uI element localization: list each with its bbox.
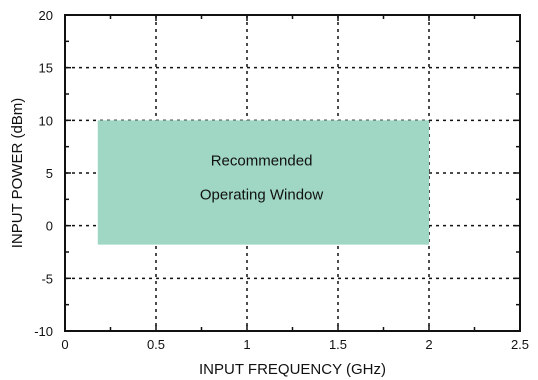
- region-label-line-1: Recommended: [211, 153, 313, 170]
- grid: [65, 15, 520, 331]
- x-tick-label: 2: [425, 337, 432, 352]
- x-tick-label: 1: [243, 337, 250, 352]
- x-tick-label: 1.5: [329, 337, 347, 352]
- y-tick-labels: -10 -5 0 5 10 15 20: [34, 8, 53, 339]
- y-tick-label: -10: [34, 324, 53, 339]
- operating-window-region: [97, 120, 429, 245]
- region-label-line-2: Operating Window: [200, 186, 324, 203]
- y-axis-label: INPUT POWER (dBm): [9, 98, 26, 249]
- x-tick-label: 0: [61, 337, 68, 352]
- y-tick-label: 10: [39, 113, 53, 128]
- y-tick-label: 20: [39, 8, 53, 23]
- y-tick-label: 5: [46, 166, 53, 181]
- y-tick-label: -5: [41, 271, 53, 286]
- ticks: [64, 14, 521, 332]
- x-tick-label: 2.5: [511, 337, 529, 352]
- y-tick-label: 0: [46, 219, 53, 234]
- x-tick-label: 0.5: [147, 337, 165, 352]
- x-tick-labels: 0 0.5 1 1.5 2 2.5: [61, 337, 529, 352]
- x-axis-label: INPUT FREQUENCY (GHz): [199, 361, 386, 378]
- y-tick-label: 15: [39, 61, 53, 76]
